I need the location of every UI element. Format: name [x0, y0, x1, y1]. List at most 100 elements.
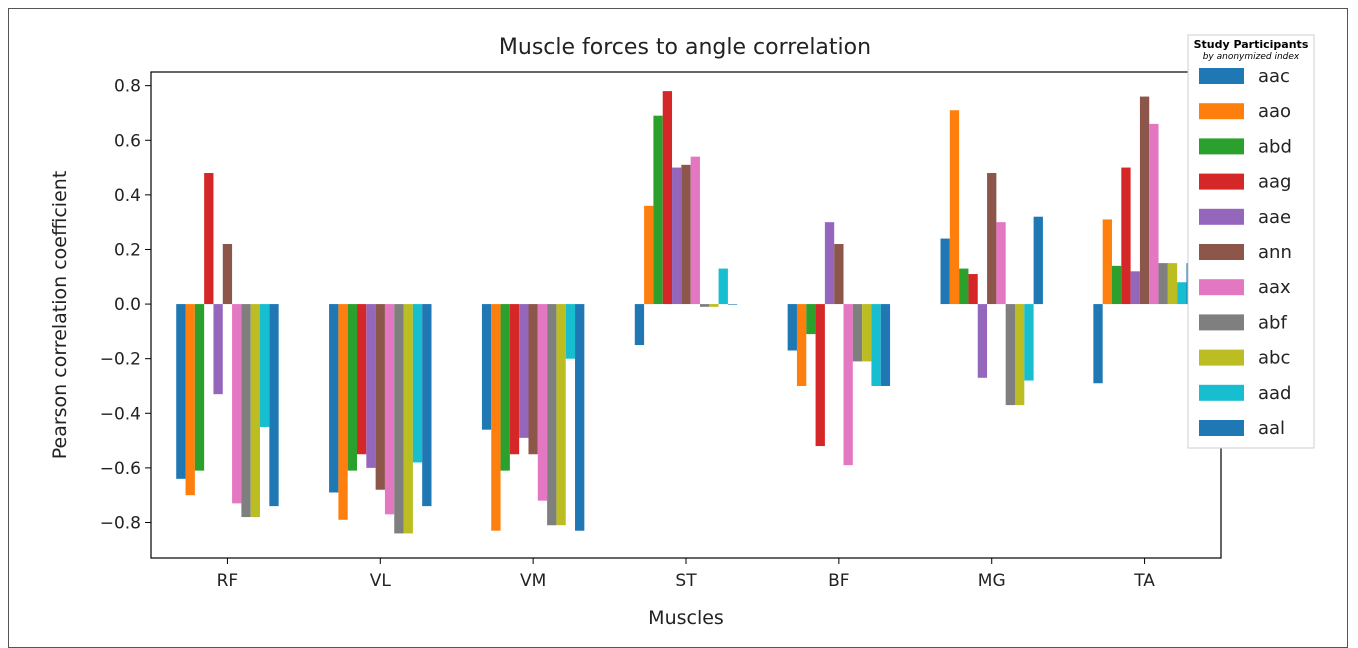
legend-label-aax: aax — [1258, 277, 1291, 298]
bar-aal-VM — [575, 304, 585, 531]
bar-abf-VL — [394, 304, 404, 534]
bar-aad-VL — [412, 304, 423, 463]
bar-abc-TA — [1167, 263, 1178, 305]
bar-abc-VM — [556, 304, 566, 526]
bar-aag-VM — [509, 304, 520, 455]
bar-aac-ST — [634, 304, 645, 346]
y-tick-label: 0.8 — [114, 77, 141, 97]
bar-aac-BF — [787, 304, 797, 351]
legend-swatch-aag — [1199, 173, 1244, 190]
bar-ann-TA — [1139, 96, 1150, 305]
x-tick-label: RF — [217, 571, 239, 591]
bar-abc-ST — [709, 304, 719, 307]
bar-aae-VL — [366, 304, 376, 468]
legend-swatch-aae — [1199, 208, 1244, 225]
bar-aal-ST — [727, 304, 738, 305]
legend-swatch-aal — [1199, 420, 1244, 436]
bar-abf-MG — [1005, 304, 1015, 406]
bar-aag-BF — [815, 304, 825, 447]
bar-abc-MG — [1014, 304, 1025, 406]
bar-aad-TA — [1177, 282, 1187, 305]
bar-abf-ST — [699, 304, 710, 307]
x-tick-label: VL — [370, 571, 392, 591]
bar-abd-RF — [194, 304, 205, 471]
legend-swatch-abf — [1199, 314, 1244, 331]
bar-ann-ST — [681, 164, 691, 305]
legend-swatch-abc — [1199, 349, 1244, 366]
bar-abd-VL — [347, 304, 358, 471]
legend-swatch-aax — [1199, 279, 1244, 296]
bar-aac-VL — [329, 304, 339, 493]
bar-aao-VM — [491, 304, 501, 531]
chart-title: Muscle forces to angle correlation — [499, 35, 871, 60]
bar-aax-ST — [690, 156, 700, 305]
bar-aae-BF — [824, 222, 835, 305]
bar-aal-BF — [880, 304, 891, 386]
x-axis-label: Muscles — [648, 607, 724, 629]
bars-group — [176, 91, 1196, 534]
y-tick-label: 0.2 — [114, 240, 141, 260]
bar-aao-ST — [644, 205, 654, 305]
x-tick-label: TA — [1133, 571, 1155, 591]
legend-title: Study Participants — [1194, 38, 1309, 51]
y-tick-label: −0.6 — [100, 459, 141, 479]
legend-label-aao: aao — [1258, 101, 1291, 122]
bar-aao-VL — [338, 304, 348, 520]
x-tick-label: VM — [520, 571, 546, 591]
y-axis-label: Pearson correlation coefficient — [49, 171, 71, 460]
bar-aae-VM — [519, 304, 529, 438]
bar-chart: Muscle forces to angle correlation Pears… — [49, 34, 1315, 629]
bar-abd-ST — [653, 115, 663, 305]
legend-items: aac aao abd aag aae ann aax abf abc aad aal — [1199, 66, 1292, 439]
x-ticks: RF VL VM ST BF MG TA — [217, 558, 1155, 591]
bar-abf-TA — [1158, 263, 1168, 305]
bar-aac-VM — [481, 304, 492, 430]
bar-aad-VM — [565, 304, 576, 359]
bar-aae-TA — [1130, 271, 1140, 305]
legend-label-aag: aag — [1258, 172, 1292, 193]
plot-area-border — [150, 71, 1222, 559]
legend-label-abd: abd — [1258, 136, 1292, 157]
legend-swatch-aac — [1199, 68, 1244, 84]
bar-aax-VL — [384, 304, 395, 515]
x-tick-label: MG — [978, 571, 1006, 591]
legend-label-aad: aad — [1258, 383, 1292, 404]
bar-aal-RF — [269, 304, 279, 507]
bar-aac-RF — [176, 304, 186, 479]
bar-abc-VL — [403, 304, 413, 534]
y-tick-label: −0.2 — [100, 350, 141, 370]
y-tick-label: −0.8 — [100, 514, 141, 534]
bar-aag-MG — [968, 274, 978, 305]
bar-aae-MG — [977, 304, 988, 378]
bar-abd-VM — [500, 304, 510, 471]
bar-aae-ST — [672, 167, 682, 305]
bar-aax-TA — [1149, 123, 1159, 305]
bar-aag-TA — [1121, 167, 1131, 305]
bar-aad-MG — [1024, 304, 1034, 381]
legend-label-aal: aal — [1258, 418, 1285, 439]
bar-abf-BF — [852, 304, 863, 362]
y-ticks: 0.8 0.6 0.4 0.2 0.0 −0.2 −0.4 −0.6 −0.8 — [100, 77, 151, 534]
y-tick-label: 0.4 — [114, 186, 141, 206]
legend-label-aae: aae — [1258, 207, 1291, 228]
bar-abc-RF — [250, 304, 261, 518]
bar-ann-RF — [222, 244, 233, 305]
x-tick-label: ST — [675, 571, 697, 591]
bar-aao-MG — [949, 110, 960, 305]
bar-abc-BF — [862, 304, 872, 362]
bar-ann-MG — [987, 173, 997, 305]
bar-aal-VL — [422, 304, 432, 507]
bar-abf-RF — [241, 304, 251, 518]
bar-aag-RF — [204, 173, 214, 305]
bar-aax-VM — [537, 304, 548, 501]
legend-subtitle: by anonymized index — [1203, 52, 1300, 62]
bar-abf-VM — [547, 304, 557, 526]
bar-ann-VM — [528, 304, 538, 455]
bar-aad-RF — [260, 304, 270, 427]
y-tick-label: 0.6 — [114, 131, 141, 151]
legend: Study Participants by anonymized index a… — [1187, 34, 1315, 449]
bar-ann-BF — [834, 244, 844, 305]
legend-swatch-aao — [1199, 103, 1244, 120]
bar-aal-MG — [1033, 216, 1043, 305]
bar-aax-BF — [843, 304, 853, 466]
